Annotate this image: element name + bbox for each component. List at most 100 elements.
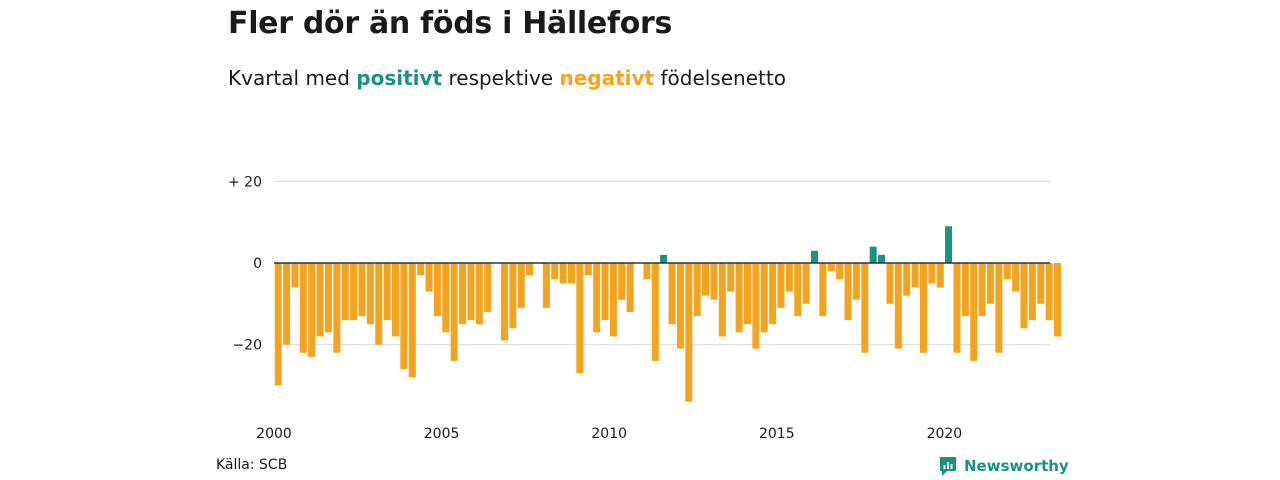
bar: [1037, 263, 1045, 304]
subtitle-positive: positivt: [356, 66, 443, 90]
bar: [911, 263, 919, 288]
bar: [676, 263, 684, 349]
bar: [542, 263, 550, 308]
bar: [601, 263, 609, 321]
bar: [509, 263, 517, 329]
bar: [1045, 263, 1053, 321]
subtitle-suffix: födelsenetto: [654, 66, 786, 90]
bar: [568, 263, 575, 284]
bar: [526, 263, 534, 276]
bar: [341, 263, 349, 321]
bar: [576, 263, 584, 374]
bar: [928, 263, 936, 284]
x-tick-label: 2005: [424, 426, 460, 442]
y-tick-label: + 20: [228, 174, 262, 190]
x-tick-label: 2020: [927, 426, 963, 442]
bar: [777, 263, 785, 308]
bar: [283, 263, 291, 345]
bar: [551, 263, 559, 280]
bar: [383, 263, 391, 321]
bar: [417, 263, 425, 276]
bar: [735, 263, 743, 333]
bar: [752, 263, 760, 349]
y-tick-label: 0: [253, 256, 262, 272]
bar-layer: [274, 226, 1062, 402]
bar: [919, 263, 927, 353]
bar: [953, 263, 961, 353]
bar: [693, 263, 701, 317]
bar: [559, 263, 567, 284]
bar: [785, 263, 793, 292]
subtitle-middle: respektive: [442, 66, 560, 90]
chart-subtitle: Kvartal med positivt respektive negativt…: [228, 66, 786, 90]
bar: [819, 263, 827, 317]
bar: [811, 250, 819, 263]
bar: [517, 263, 525, 308]
bar: [936, 263, 944, 288]
bar: [609, 263, 617, 337]
bar: [794, 263, 802, 317]
brand-logo: Newsworthy: [938, 455, 1069, 477]
bar: [886, 263, 894, 304]
x-tick-label: 2000: [256, 426, 292, 442]
x-tick-label: 2015: [759, 426, 795, 442]
bar: [995, 263, 1003, 353]
bar: [903, 263, 911, 296]
bar: [643, 263, 651, 280]
bar: [1028, 263, 1036, 321]
bar: [308, 263, 316, 357]
bar: [333, 263, 341, 353]
bar: [894, 263, 902, 349]
subtitle-negative: negativt: [559, 66, 655, 90]
bar: [316, 263, 324, 337]
bar: [660, 254, 668, 263]
brand-name: Newsworthy: [964, 457, 1069, 475]
bar: [970, 263, 978, 361]
bar: [987, 263, 994, 304]
bar: [702, 263, 710, 296]
source-note: Källa: SCB: [216, 457, 288, 473]
bar: [844, 263, 852, 321]
bar: [961, 263, 969, 317]
bar: [760, 263, 768, 333]
bar: [433, 263, 441, 317]
bar: [836, 263, 844, 280]
bar: [626, 263, 634, 312]
bar: [1012, 263, 1020, 292]
bar: [945, 226, 953, 263]
x-tick-label: 2010: [591, 426, 627, 442]
y-tick-label: −20: [232, 338, 262, 354]
bar: [484, 263, 492, 312]
bar: [392, 263, 400, 337]
bar: [358, 263, 366, 317]
bar: [827, 263, 835, 272]
bar: [291, 263, 299, 288]
bar: [366, 263, 374, 325]
bar: [852, 263, 860, 300]
bar: [593, 263, 601, 333]
bar: [299, 263, 307, 353]
bar: [1020, 263, 1028, 329]
bar: [467, 263, 475, 321]
bar: [978, 263, 986, 317]
bar: [500, 263, 508, 341]
bar: [459, 263, 467, 325]
bar: [274, 263, 282, 386]
bar: [584, 263, 592, 276]
bar: [710, 263, 718, 300]
chart-title: Fler dör än föds i Hällefors: [228, 6, 673, 41]
bar: [861, 263, 869, 353]
bar: [727, 263, 735, 292]
bar: [442, 263, 450, 333]
bar: [408, 263, 416, 378]
newsworthy-icon: [940, 457, 956, 476]
bar: [802, 263, 810, 304]
bar: [878, 254, 886, 263]
bar: [668, 263, 676, 325]
bar: [743, 263, 751, 325]
label-layer: + 20 0 −20 2000 2005 2010 2015 2020: [228, 174, 962, 442]
bar: [425, 263, 433, 292]
bar: [1003, 263, 1011, 280]
bar: [450, 263, 458, 361]
